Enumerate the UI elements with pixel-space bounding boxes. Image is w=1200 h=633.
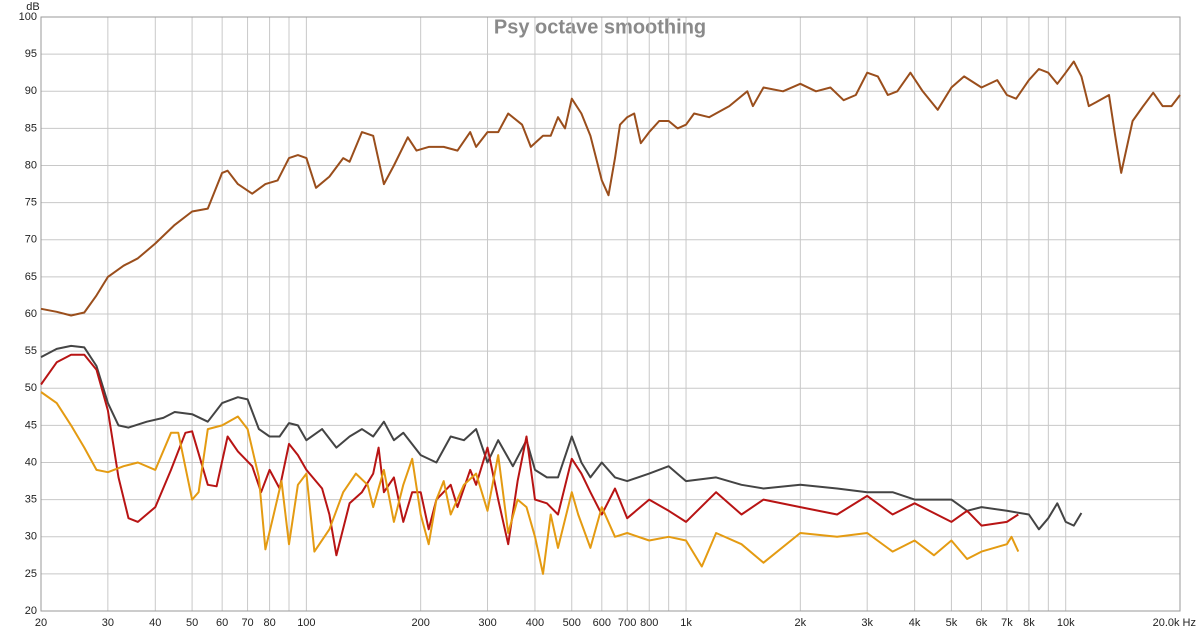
chart-title: Psy octave smoothing [494, 16, 706, 38]
plot-frame [40, 16, 1181, 612]
y-tick-label: 45 [25, 419, 37, 431]
data-line [40, 60, 1181, 317]
y-tick-label: 55 [25, 345, 37, 357]
y-tick-label: 70 [25, 234, 37, 246]
x-tick-label: 300 [478, 617, 496, 629]
x-tick-label: 800 [640, 617, 658, 629]
x-tick-label: 60 [216, 617, 228, 629]
x-tick-label: 40 [149, 617, 161, 629]
x-tick-label: 50 [186, 617, 198, 629]
y-tick-label: 75 [25, 197, 37, 209]
y-tick-label: 95 [25, 48, 37, 60]
x-tick-label: 200 [411, 617, 429, 629]
y-tick-label: 85 [25, 122, 37, 134]
y-tick-label: 30 [25, 531, 37, 543]
y-tick-label: 20 [25, 605, 37, 617]
x-tick-label: 600 [593, 617, 611, 629]
x-tick-label: 70 [241, 617, 253, 629]
data-line [40, 391, 1020, 575]
y-tick-label: 40 [25, 456, 37, 468]
x-tick-label: 7k [1001, 617, 1013, 629]
y-tick-label: 80 [25, 159, 37, 171]
x-tick-label: 20.0k Hz [1153, 617, 1196, 629]
x-tick-label: 500 [563, 617, 581, 629]
x-tick-label: 3k [861, 617, 873, 629]
x-tick-label: 6k [976, 617, 988, 629]
y-tick-label: 50 [25, 382, 37, 394]
y-tick-label: 65 [25, 271, 37, 283]
x-tick-label: 100 [297, 617, 315, 629]
x-tick-label: 30 [102, 617, 114, 629]
x-tick-label: 8k [1023, 617, 1035, 629]
y-tick-label: 25 [25, 568, 37, 580]
x-tick-label: 2k [795, 617, 807, 629]
data-line [40, 344, 1083, 531]
x-tick-label: 400 [526, 617, 544, 629]
x-tick-label: 700 [618, 617, 636, 629]
y-tick-label: 90 [25, 85, 37, 97]
x-tick-label: 80 [263, 617, 275, 629]
x-tick-label: 20 [35, 617, 47, 629]
x-tick-label: 1k [680, 617, 692, 629]
data-line [40, 353, 1019, 557]
y-tick-label: 35 [25, 494, 37, 506]
y-axis-label: dB [26, 1, 39, 13]
y-tick-label: 100 [19, 11, 37, 23]
x-tick-label: 5k [946, 617, 958, 629]
y-tick-label: 60 [25, 308, 37, 320]
x-tick-label: 10k [1057, 617, 1075, 629]
x-tick-label: 4k [909, 617, 921, 629]
